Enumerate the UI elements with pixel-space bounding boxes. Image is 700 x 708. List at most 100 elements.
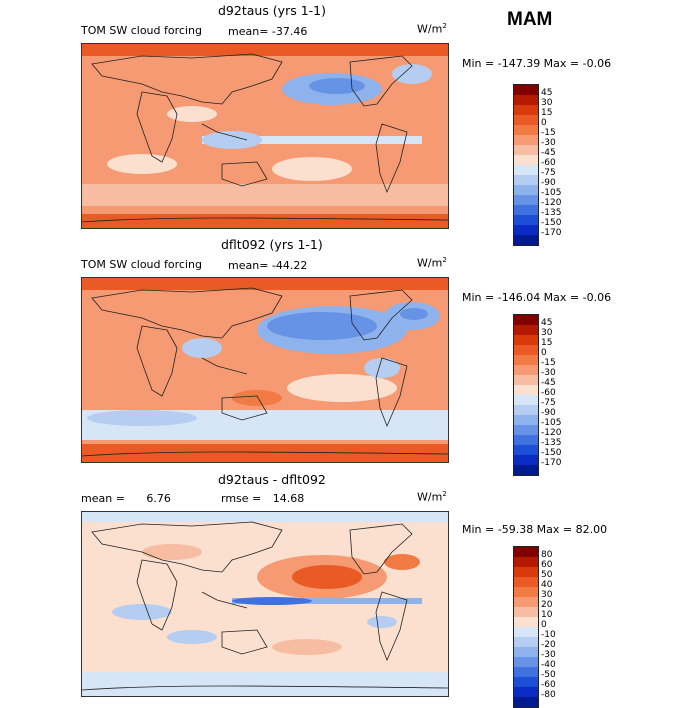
panel2-units-base: W/m	[417, 256, 443, 270]
panel3-rmse: rmse = 14.68	[221, 492, 304, 505]
panel2-colorbar-swatch	[514, 425, 538, 435]
panel2-colorbar	[513, 314, 539, 476]
panel1-colorbar-swatch	[514, 185, 538, 195]
panel2-mean-label: mean=	[228, 259, 269, 272]
panel1-units: W/m2	[417, 22, 447, 36]
panel2-colorbar-swatch	[514, 375, 538, 385]
panel1-colorbar-swatch	[514, 165, 538, 175]
panel3-mean-label: mean =	[81, 492, 125, 505]
panel2-tick: 15	[541, 338, 553, 348]
panel3-colorbar-swatch	[514, 597, 538, 607]
panel1-colorbar-swatch	[514, 215, 538, 225]
panel3-tick: 50	[541, 570, 553, 580]
panel3-colorbar-swatch	[514, 567, 538, 577]
panel3-colorbar-swatch	[514, 677, 538, 687]
panel1-tick: -135	[541, 208, 562, 218]
panel2-tick: -60	[541, 388, 556, 398]
panel1-colorbar-swatch	[514, 125, 538, 135]
panel3-units-exp: 2	[442, 490, 447, 498]
season-title: MAM	[507, 9, 553, 30]
panel1-mean: mean= -37.46	[228, 25, 307, 38]
panel1-tick: 0	[541, 118, 547, 128]
panel1-map	[81, 43, 449, 229]
panel2-colorbar-swatch	[514, 435, 538, 445]
panel1-colorbar-swatch	[514, 205, 538, 215]
panel1-colorbar-swatch	[514, 225, 538, 235]
panel1-colorbar-swatch	[514, 175, 538, 185]
panel3-colorbar-swatch	[514, 617, 538, 627]
panel2-tick: -135	[541, 438, 562, 448]
panel1-units-exp: 2	[442, 22, 447, 30]
panel2-colorbar-swatch	[514, 355, 538, 365]
panel3-min-max: Min = -59.38 Max = 82.00	[462, 523, 608, 536]
panel3-title: d92taus - dflt092	[218, 472, 326, 487]
panel3-tick: 40	[541, 580, 553, 590]
panel3-rmse-label: rmse =	[221, 492, 262, 505]
panel2-colorbar-swatch	[514, 405, 538, 415]
panel2-tick: -120	[541, 428, 562, 438]
panel3-rmse-value: 14.68	[272, 492, 305, 505]
panel2-mean: mean= -44.22	[228, 259, 307, 272]
panel1-min-max: Min = -147.39 Max = -0.06	[462, 57, 612, 70]
panel3-colorbar-swatch	[514, 637, 538, 647]
panel1-colorbar-swatch	[514, 115, 538, 125]
panel1-tick: -30	[541, 138, 556, 148]
panel3-colorbar-swatch	[514, 657, 538, 667]
panel2-mean-value: -44.22	[271, 259, 308, 272]
panel1-colorbar-swatch	[514, 135, 538, 145]
panel1-tick: 15	[541, 108, 553, 118]
panel2-colorbar-swatch	[514, 385, 538, 395]
panel3-tick: 10	[541, 610, 553, 620]
panel1-colorbar-swatch	[514, 95, 538, 105]
panel3-colorbar-swatch	[514, 607, 538, 617]
panel1-tick: -90	[541, 178, 556, 188]
panel1-tick: -45	[541, 148, 556, 158]
panel1-tick: -60	[541, 158, 556, 168]
panel3-colorbar-swatch	[514, 667, 538, 677]
panel3-tick: 20	[541, 600, 553, 610]
panel2-colorbar-swatch	[514, 415, 538, 425]
panel2-tick: -90	[541, 408, 556, 418]
panel3-tick: 0	[541, 620, 547, 630]
panel2-tick: -170	[541, 458, 562, 468]
panel2-units: W/m2	[417, 256, 447, 270]
panel1-mean-label: mean=	[228, 25, 269, 38]
panel2-tick: 0	[541, 348, 547, 358]
panel2-tick: 30	[541, 328, 553, 338]
panel1-tick: -15	[541, 128, 556, 138]
panel3-colorbar-swatch	[514, 647, 538, 657]
panel2-units-exp: 2	[442, 256, 447, 264]
panel2-min-max: Min = -146.04 Max = -0.06	[462, 291, 612, 304]
panel2-tick: 45	[541, 318, 553, 328]
panel2-tick: -15	[541, 358, 556, 368]
panel3-tick: -10	[541, 630, 556, 640]
panel2-colorbar-swatch	[514, 335, 538, 345]
panel2-colorbar-swatch	[514, 465, 538, 475]
panel1-tick: 45	[541, 88, 553, 98]
panel3-colorbar-swatch	[514, 587, 538, 597]
panel3-colorbar-swatch	[514, 557, 538, 567]
panel2-colorbar-swatch	[514, 315, 538, 325]
panel1-colorbar-swatch	[514, 105, 538, 115]
panel1-tick: -75	[541, 168, 556, 178]
panel1-colorbar-swatch	[514, 195, 538, 205]
panel1-tick: -170	[541, 228, 562, 238]
panel3-colorbar-swatch	[514, 547, 538, 557]
panel1-field-label: TOM SW cloud forcing	[81, 24, 202, 37]
panel1-title: d92taus (yrs 1-1)	[218, 3, 327, 18]
panel3-tick: 60	[541, 560, 553, 570]
panel3-mean-value: 6.76	[146, 492, 171, 505]
panel3-colorbar-swatch	[514, 687, 538, 697]
panel2-tick: -150	[541, 448, 562, 458]
panel2-colorbar-swatch	[514, 455, 538, 465]
panel1-tick: -150	[541, 218, 562, 228]
panel1-tick: 30	[541, 98, 553, 108]
panel3-tick: -20	[541, 640, 556, 650]
panel3-colorbar-swatch	[514, 577, 538, 587]
panel1-tick: -120	[541, 198, 562, 208]
panel3-units: W/m2	[417, 490, 447, 504]
panel3-tick: -50	[541, 670, 556, 680]
panel2-colorbar-swatch	[514, 395, 538, 405]
panel1-mean-value: -37.46	[271, 25, 308, 38]
panel2-colorbar-swatch	[514, 345, 538, 355]
